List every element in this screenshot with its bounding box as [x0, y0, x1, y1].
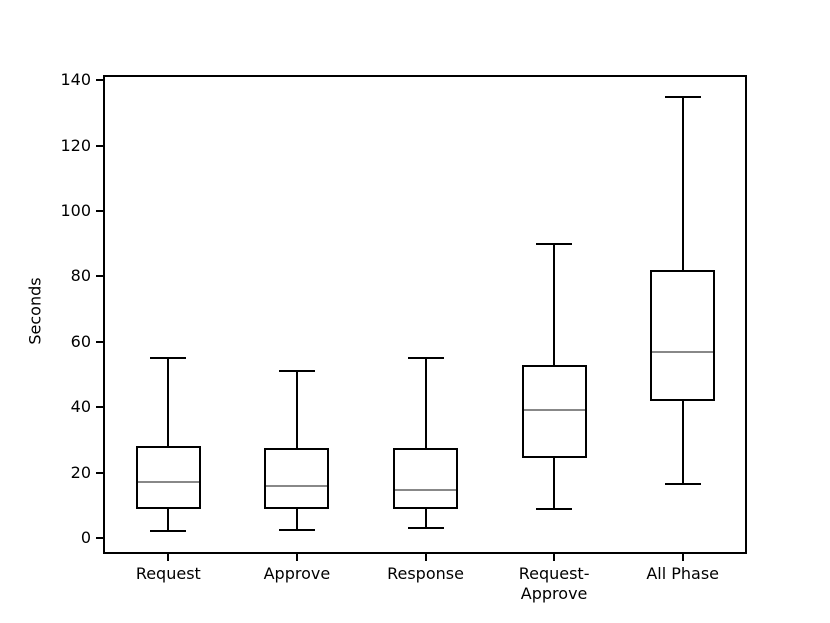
plot-area: 0 20 40 60 80 100 120 140 Request Approve Response…: [60, 70, 747, 603]
upper-whisker-cap: [278, 370, 315, 373]
upper-whisker: [424, 358, 427, 449]
y-axis-tick-label: 120: [60, 135, 91, 155]
upper-whisker: [553, 243, 556, 365]
y-axis-tick: [96, 536, 104, 539]
iqr-box: [135, 446, 201, 509]
upper-whisker: [681, 96, 684, 270]
iqr-box: [393, 448, 458, 509]
y-axis-tick-label: 140: [60, 70, 91, 90]
x-axis-tick: [295, 553, 298, 561]
upper-whisker: [295, 371, 298, 449]
y-axis-tick-label: 0: [80, 527, 91, 547]
y-axis-tick-label: 80: [70, 266, 91, 286]
x-axis-tick-label: Response: [387, 564, 464, 583]
y-axis-tick: [96, 471, 104, 474]
x-axis-tick: [167, 553, 170, 561]
y-axis-tick: [96, 79, 104, 82]
lower-whisker: [424, 508, 427, 529]
lower-whisker: [681, 400, 684, 484]
x-axis-tick-label: Request- Approve: [518, 564, 590, 603]
lower-whisker: [295, 508, 298, 530]
upper-whisker: [167, 358, 170, 447]
upper-whisker-cap: [407, 357, 444, 360]
x-axis-tick: [424, 553, 427, 561]
lower-whisker-cap: [150, 530, 187, 533]
median-line: [137, 481, 199, 484]
y-axis-tick-label: 100: [60, 201, 91, 221]
y-axis-tick: [96, 406, 104, 409]
y-axis-tick: [96, 340, 104, 343]
median-line: [652, 350, 714, 353]
lower-whisker-cap: [407, 527, 444, 530]
lower-whisker: [167, 508, 170, 532]
x-axis-tick-label: Request: [135, 564, 201, 583]
x-axis-tick-label: Approve: [263, 564, 331, 583]
y-axis-tick-label: 60: [70, 331, 91, 351]
x-axis-tick: [553, 553, 556, 561]
y-axis-tick-label: 40: [70, 397, 91, 417]
lower-whisker: [553, 457, 556, 509]
upper-whisker-cap: [664, 95, 701, 98]
upper-whisker-cap: [150, 357, 187, 360]
lower-whisker-cap: [278, 528, 315, 531]
median-line: [395, 488, 456, 491]
lower-whisker-cap: [536, 507, 573, 510]
y-axis-tick: [96, 144, 104, 147]
x-axis-tick-label: All Phase: [646, 564, 720, 583]
y-axis-tick: [96, 210, 104, 213]
median-line: [523, 409, 585, 412]
upper-whisker-cap: [536, 242, 573, 245]
iqr-box: [650, 269, 716, 401]
iqr-box: [264, 448, 330, 509]
x-axis-tick: [681, 553, 684, 561]
y-axis-tick: [96, 275, 104, 278]
y-axis-tick-label: 20: [70, 462, 91, 482]
lower-whisker-cap: [664, 483, 701, 486]
median-line: [266, 484, 328, 487]
